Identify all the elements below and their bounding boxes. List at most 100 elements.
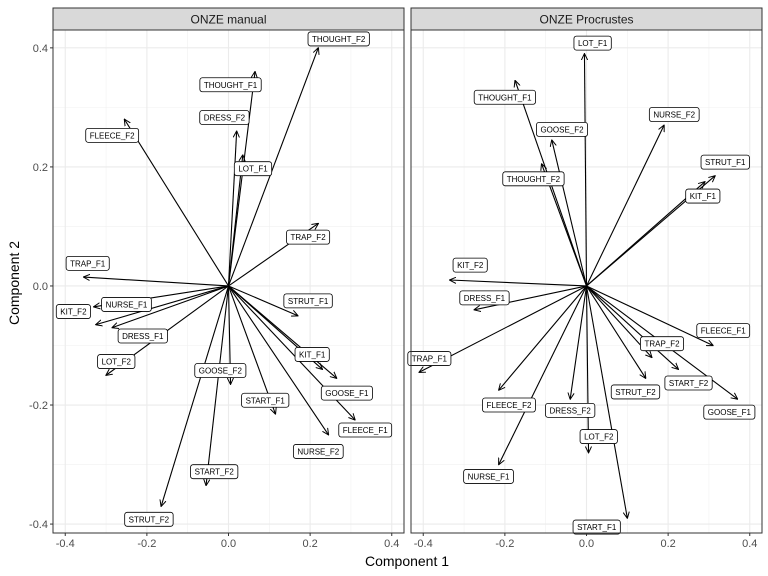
- vector-label-box: [320, 385, 373, 401]
- vector-label: LOT_F2: [97, 354, 136, 369]
- vector-arrow-fleece-f1: [586, 285, 714, 346]
- vector-label: DRESS_F1: [459, 290, 510, 306]
- vector-label-box: [648, 107, 700, 122]
- vector-label-text: GOOSE_F2: [540, 125, 584, 134]
- vector-label-text: NURSE_F1: [106, 300, 148, 309]
- vector-label: TRAP_F2: [640, 336, 684, 352]
- vector-label-box: [696, 323, 751, 339]
- vector-label: THOUGHT_F2: [502, 171, 565, 187]
- vector-label-box: [124, 511, 174, 527]
- vector-label-text: FLEECE_F2: [90, 131, 135, 140]
- vector-label: DRESS_F2: [545, 402, 596, 418]
- vector-label-box: [55, 304, 91, 319]
- vector-label-text: KIT_F1: [690, 192, 717, 201]
- vector-arrow-start-f1: [585, 285, 628, 518]
- vector-arrow-nurse-f2: [586, 125, 665, 287]
- vector-label: GOOSE_F1: [320, 385, 373, 401]
- vector-label-box: [463, 469, 514, 484]
- vector-label-box: [233, 161, 273, 177]
- vector-label: TRAP_F1: [407, 351, 452, 366]
- vector-label-text: THOUGHT_F1: [478, 93, 532, 102]
- vector-label-text: THOUGHT_F2: [507, 175, 561, 184]
- x-axis-title: Component 1: [365, 553, 449, 569]
- vector-arrow-lot-f2: [587, 285, 589, 453]
- vector-label-text: KIT_F2: [60, 308, 87, 317]
- vector-label-text: KIT_F2: [457, 261, 484, 270]
- vector-arrow-goose-f1: [228, 285, 337, 378]
- y-tick-label: -0.4: [29, 519, 48, 531]
- vector-arrow-fleece-f2: [124, 119, 229, 287]
- x-tick-label: 0.2: [302, 538, 317, 550]
- vector-label-text: NURSE_F2: [297, 447, 339, 456]
- vector-label-box: [65, 255, 110, 271]
- vector-label-box: [700, 154, 750, 170]
- vector-label-box: [292, 444, 344, 459]
- vector-label-text: FLEECE_F1: [701, 327, 746, 336]
- vector-label: THOUGHT_F1: [199, 77, 262, 93]
- vector-arrow-kit-f2: [450, 280, 587, 287]
- vector-label: STRUT_F2: [610, 384, 661, 400]
- vector-arrow-start-f1: [227, 285, 276, 414]
- vector-arrow-dress-f1: [112, 285, 229, 328]
- vector-label-text: TRAP_F2: [291, 233, 327, 242]
- vector-label-text: STRUT_F1: [288, 297, 329, 306]
- vector-label: DRESS_F1: [117, 328, 168, 344]
- vector-label: TRAP_F1: [65, 255, 110, 271]
- y-tick-label: -0.2: [29, 400, 48, 412]
- vector-label-box: [241, 392, 290, 408]
- vector-label-box: [199, 77, 262, 93]
- vector-label-text: GOOSE_F1: [708, 408, 752, 417]
- vector-arrow-trap-f1: [84, 277, 229, 287]
- vector-label-box: [664, 375, 713, 391]
- vector-label-text: START_F2: [195, 468, 235, 477]
- vector-arrow-dress-f2: [227, 131, 237, 286]
- vector-arrow-thought-f2: [227, 48, 319, 287]
- vector-label-text: LOT_F1: [578, 39, 608, 48]
- vector-label-text: STRUT_F2: [615, 388, 656, 397]
- vector-label: START_F1: [241, 392, 290, 408]
- vector-label: GOOSE_F2: [194, 363, 247, 378]
- vector-label-text: NURSE_F1: [468, 472, 510, 481]
- panels-layer: ONZE manual THOUGHT_F2 THOUGHT_F1 DRESS_F2 L…: [29, 7, 763, 550]
- vector-label-text: DRESS_F1: [122, 332, 164, 341]
- y-tick-label: 0.0: [33, 281, 48, 293]
- vector-label: FLEECE_F2: [482, 397, 536, 413]
- vector-label: STRUT_F2: [124, 511, 174, 527]
- vector-label: GOOSE_F2: [536, 122, 588, 137]
- vector-label-box: [307, 31, 370, 47]
- vector-label: STRUT_F1: [700, 154, 750, 170]
- vector-label-box: [459, 290, 510, 306]
- vector-arrow-goose-f2: [552, 140, 588, 287]
- y-tick-label: 0.4: [33, 43, 48, 55]
- vector-label-box: [685, 188, 721, 204]
- vector-label: KIT_F2: [452, 257, 488, 273]
- vector-label-box: [482, 397, 536, 413]
- vector-label-box: [286, 229, 331, 245]
- vector-label-box: [97, 354, 136, 369]
- panel-1: ONZE manual THOUGHT_F2 THOUGHT_F1 DRESS_F2 L…: [29, 7, 405, 550]
- vector-label-box: [194, 363, 247, 378]
- vector-arrow-fleece-f2: [499, 285, 587, 390]
- vector-arrow-start-f2: [206, 285, 230, 485]
- vector-label-text: GOOSE_F1: [325, 389, 369, 398]
- vector-label-text: FLEECE_F1: [343, 426, 388, 435]
- vector-label-text: TRAP_F1: [412, 355, 448, 364]
- vector-arrow-strut-f2: [161, 285, 230, 506]
- vector-arrow-start-f2: [586, 285, 679, 369]
- vector-label-box: [452, 257, 488, 273]
- vector-label-text: NURSE_F2: [653, 111, 695, 120]
- vector-label: START_F1: [572, 519, 621, 535]
- vector-label-box: [117, 328, 168, 344]
- vector-label: NURSE_F2: [648, 107, 700, 122]
- vector-label: LOT_F1: [573, 35, 612, 51]
- vector-label: KIT_F2: [55, 304, 91, 319]
- vector-label-text: GOOSE_F2: [199, 366, 243, 375]
- vector-label-box: [572, 519, 621, 535]
- vector-label-box: [199, 110, 250, 125]
- vector-label-box: [85, 127, 140, 143]
- vector-label: NURSE_F2: [292, 444, 344, 459]
- vector-label: KIT_F1: [294, 347, 330, 362]
- vector-label: LOT_F2: [579, 429, 618, 444]
- vector-label-text: STRUT_F1: [705, 158, 746, 167]
- x-tick-label: 0.2: [660, 538, 675, 550]
